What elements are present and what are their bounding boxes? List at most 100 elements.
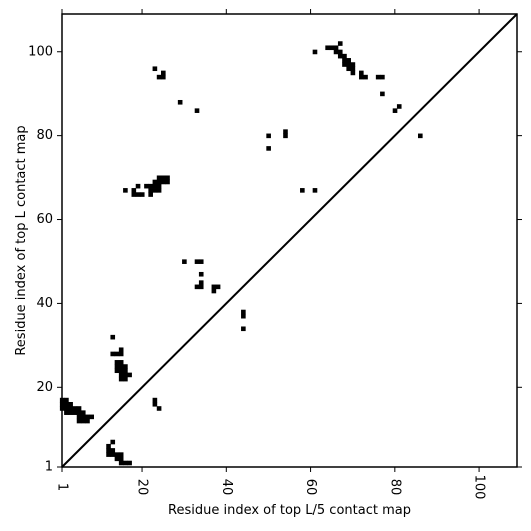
contact-cell-lower	[123, 376, 128, 382]
contact-cell-lower	[80, 418, 86, 424]
contact-cell-lower	[152, 397, 158, 403]
y-tick-label: 80	[36, 128, 53, 143]
contact-cell-upper	[346, 62, 351, 67]
contact-cell-lower	[72, 406, 78, 411]
x-tick-label: 100	[472, 475, 487, 500]
contact-cell-upper	[182, 259, 187, 264]
contact-cell-upper	[161, 74, 166, 80]
y-tick-label: 60	[36, 212, 53, 227]
contact-cell-lower	[118, 368, 124, 374]
y-tick-label: 20	[36, 380, 53, 395]
x-tick-label: 1	[55, 483, 70, 491]
contact-cell-upper	[392, 108, 398, 113]
contact-cell-upper	[333, 45, 339, 51]
contact-cells	[59, 41, 423, 466]
contact-cell-upper	[266, 146, 271, 151]
contact-cell-lower	[114, 360, 120, 365]
contact-cell-lower	[123, 372, 128, 378]
contact-cell-upper	[161, 179, 166, 185]
contact-cell-lower	[68, 406, 73, 411]
contact-cell-upper	[337, 49, 343, 55]
contact-cell-lower	[110, 448, 116, 453]
contact-cell-lower	[123, 368, 128, 374]
contact-cell-upper	[380, 91, 385, 97]
contact-cell-upper	[211, 284, 217, 290]
contact-cell-upper	[135, 192, 141, 197]
y-tick-label: 40	[36, 296, 53, 311]
contact-cell-lower	[106, 443, 111, 449]
contact-cell-upper	[312, 49, 318, 55]
contact-cell-upper	[283, 133, 288, 139]
contact-cell-upper	[325, 45, 330, 51]
contact-cell-upper	[380, 74, 385, 80]
contact-cell-upper	[329, 45, 335, 51]
contact-cell-lower	[106, 448, 111, 453]
contact-cell-upper	[156, 175, 162, 181]
contact-cell-lower	[68, 410, 73, 415]
contact-cell-upper	[417, 133, 423, 139]
contact-cell-upper	[152, 179, 158, 185]
contact-cell-lower	[106, 452, 111, 457]
contact-cell-upper	[342, 58, 347, 63]
contact-cell-lower	[110, 351, 116, 357]
contact-cell-upper	[241, 313, 246, 319]
y-tick-label: 100	[28, 44, 53, 59]
contact-cell-upper	[266, 133, 271, 139]
y-tick-label: 1	[45, 460, 53, 475]
x-tick-label: 80	[387, 479, 402, 496]
contact-cell-lower	[64, 401, 69, 407]
contact-cell-lower	[118, 360, 124, 365]
contact-cell-lower	[72, 410, 78, 415]
contact-cell-lower	[114, 351, 120, 357]
contact-cell-upper	[375, 74, 381, 80]
contact-cell-upper	[346, 58, 351, 63]
contact-cell-upper	[312, 188, 318, 193]
contact-cell-lower	[118, 372, 124, 378]
contact-cell-lower	[110, 439, 116, 445]
contact-cell-upper	[211, 288, 217, 294]
contact-cell-upper	[241, 326, 246, 332]
x-axis-label: Residue index of top L/5 contact map	[168, 503, 411, 518]
contact-cell-upper	[131, 188, 137, 193]
contact-cell-lower	[68, 401, 73, 407]
contact-cell-upper	[346, 66, 351, 72]
contact-cell-upper	[198, 284, 204, 290]
contact-cell-upper	[165, 175, 170, 181]
contact-cell-upper	[148, 192, 153, 197]
y-axis-label: Residue index of top L contact map	[14, 125, 29, 355]
contact-cell-upper	[350, 70, 356, 76]
contact-cell-lower	[114, 368, 120, 374]
contact-cell-upper	[156, 74, 162, 80]
contact-cell-upper	[156, 179, 162, 185]
contact-cell-lower	[76, 418, 82, 424]
contact-cell-upper	[198, 280, 204, 285]
contact-cell-lower	[114, 452, 120, 457]
contact-cell-upper	[148, 183, 153, 189]
contact-cell-upper	[350, 66, 356, 72]
contact-cell-upper	[283, 129, 288, 134]
x-tick-label: 60	[303, 479, 318, 496]
contact-cell-upper	[359, 70, 364, 76]
contact-cell-lower	[89, 414, 94, 420]
contact-cell-lower	[127, 460, 132, 466]
plot-frame	[61, 13, 518, 468]
contact-cell-upper	[152, 66, 158, 72]
contact-cell-lower	[118, 364, 124, 369]
contact-cell-lower	[76, 410, 82, 415]
diagonal-line	[61, 13, 518, 468]
contact-cell-upper	[177, 99, 183, 105]
contact-cell-upper	[198, 271, 204, 277]
contact-cell-lower	[114, 456, 120, 462]
contact-cell-upper	[241, 309, 246, 315]
contact-cell-lower	[118, 452, 124, 457]
contact-cell-upper	[194, 259, 200, 264]
contact-cell-upper	[342, 53, 347, 59]
contact-cell-lower	[118, 376, 124, 382]
contact-cell-lower	[76, 406, 82, 411]
contact-cell-lower	[85, 414, 90, 420]
contact-cell-upper	[333, 49, 339, 55]
contact-cell-lower	[80, 414, 86, 420]
contact-cell-lower	[114, 364, 120, 369]
contact-cell-lower	[64, 410, 69, 415]
